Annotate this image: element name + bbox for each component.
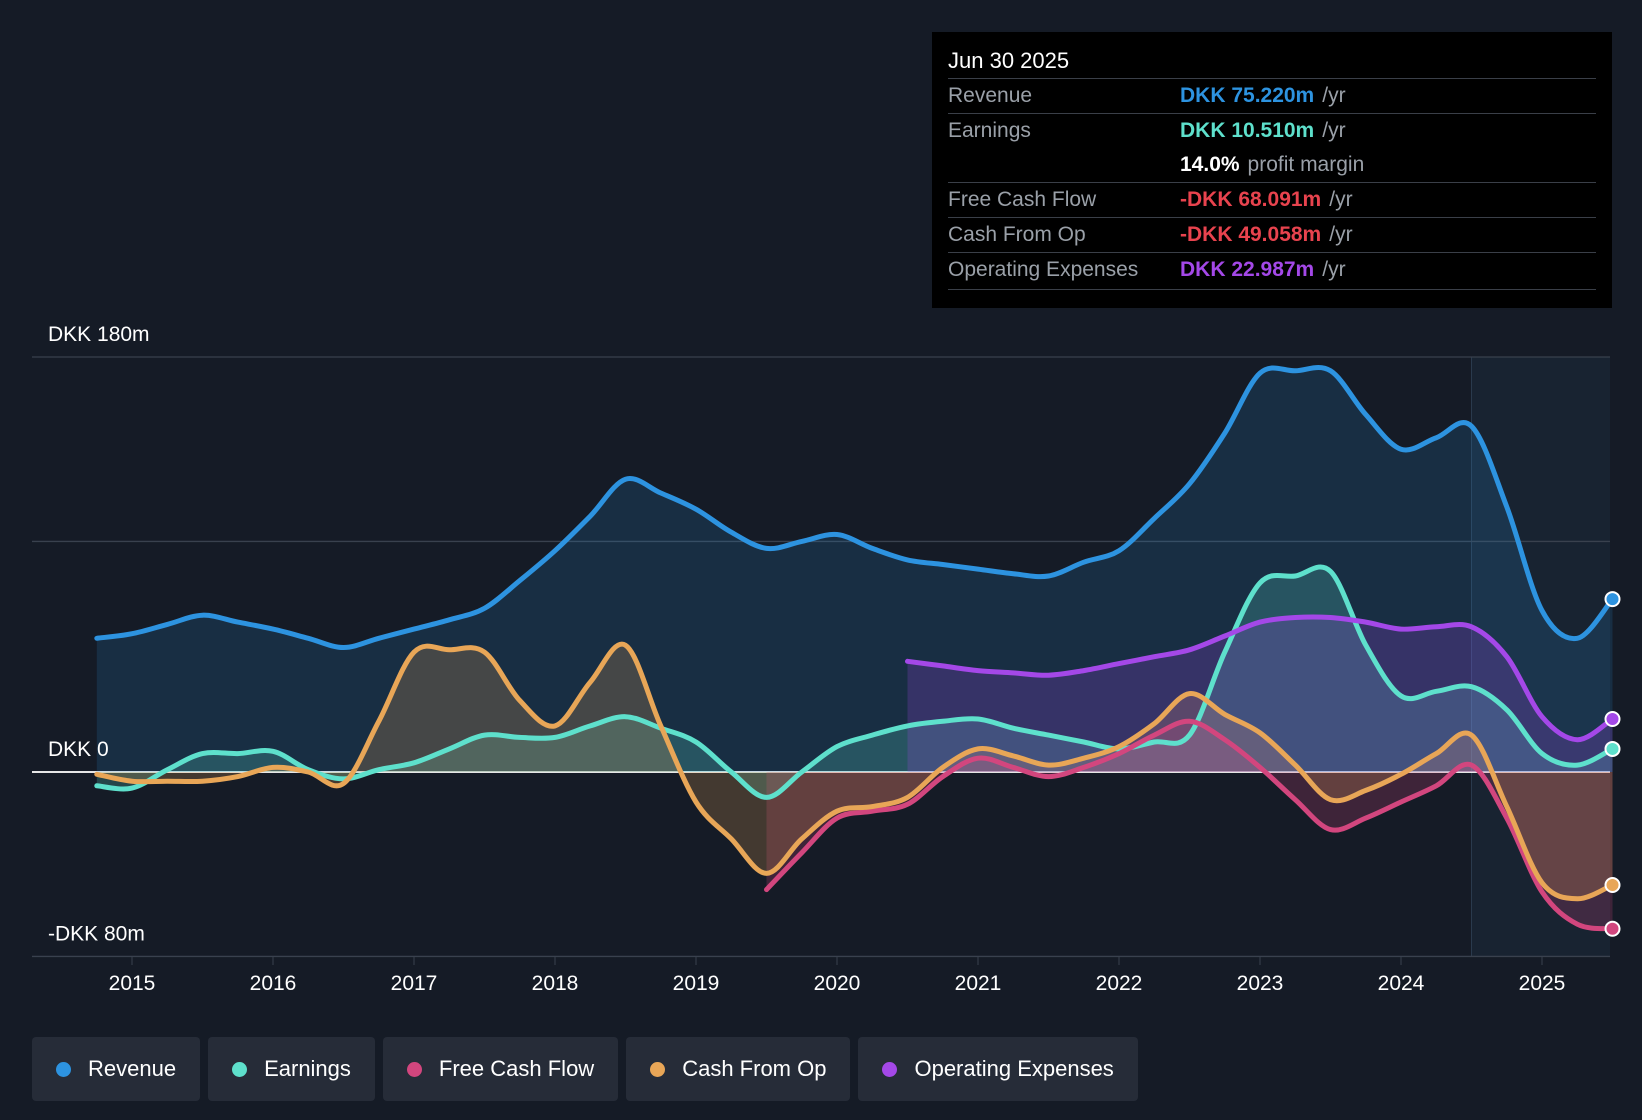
legend-dot-icon bbox=[882, 1061, 898, 1077]
legend-label: Revenue bbox=[88, 1056, 177, 1081]
tooltip-unit: /yr bbox=[1322, 258, 1346, 281]
tooltip-unit: /yr bbox=[1329, 188, 1353, 211]
tooltip-label: Revenue bbox=[948, 84, 1033, 107]
legend-item-revenue[interactable]: Revenue bbox=[32, 1037, 201, 1101]
tooltip-label: Earnings bbox=[948, 119, 1031, 142]
area-operating-expenses bbox=[907, 616, 1613, 772]
x-tick-label: 2015 bbox=[109, 972, 156, 995]
legend-dot-icon bbox=[650, 1061, 666, 1077]
area-cash-from-op bbox=[96, 644, 1613, 899]
tooltip-value: -DKK 49.058m bbox=[1180, 223, 1322, 246]
x-tick-label: 2020 bbox=[814, 972, 861, 995]
x-tick-label: 2021 bbox=[955, 972, 1002, 995]
tooltip-row-profit-margin: 14.0% profit margin bbox=[948, 148, 1596, 182]
tooltip-label: Free Cash Flow bbox=[948, 188, 1097, 211]
tooltip-unit: profit margin bbox=[1247, 153, 1365, 176]
tooltip-label: Cash From Op bbox=[948, 223, 1086, 246]
line-operating-expenses bbox=[905, 614, 1615, 743]
area-revenue bbox=[96, 367, 1613, 772]
tooltip-row-revenue: Revenue DKK 75.220m /yr bbox=[948, 78, 1596, 113]
y-label-zero: DKK 0 bbox=[48, 738, 109, 761]
legend-item-earnings[interactable]: Earnings bbox=[208, 1037, 375, 1101]
tooltip-unit: /yr bbox=[1322, 84, 1346, 107]
x-tick-label: 2016 bbox=[250, 972, 297, 995]
end-marker-cash-from-op bbox=[1604, 876, 1621, 893]
x-tick-label: 2018 bbox=[532, 972, 579, 995]
tooltip-divider bbox=[948, 289, 1596, 290]
tooltip-value: -DKK 68.091m bbox=[1180, 188, 1322, 211]
legend: Revenue Earnings Free Cash Flow Cash Fro… bbox=[32, 1037, 1138, 1101]
tooltip: Jun 30 2025 Revenue DKK 75.220m /yr Earn… bbox=[932, 32, 1612, 308]
tooltip-date: Jun 30 2025 bbox=[948, 48, 1070, 73]
end-marker-free-cash-flow bbox=[1604, 920, 1621, 937]
x-tick-label: 2017 bbox=[391, 972, 438, 995]
tooltip-row-cash-from-op: Cash From Op -DKK 49.058m /yr bbox=[948, 217, 1596, 252]
tooltip-row-operating-expenses: Operating Expenses DKK 22.987m /yr bbox=[948, 252, 1596, 287]
line-revenue bbox=[94, 364, 1615, 650]
tooltip-row-earnings: Earnings DKK 10.510m /yr bbox=[948, 113, 1596, 148]
chart-area: DKK 180m DKK 0 -DKK 80m 2015 2016 2017 2018 201… bbox=[32, 323, 1621, 995]
x-tick-label: 2024 bbox=[1378, 972, 1425, 995]
legend-dot-icon bbox=[406, 1061, 422, 1077]
legend-label: Operating Expenses bbox=[914, 1056, 1114, 1081]
y-label-bottom: -DKK 80m bbox=[48, 922, 145, 945]
tooltip-row-free-cash-flow: Free Cash Flow -DKK 68.091m /yr bbox=[948, 182, 1596, 217]
tooltip-value: DKK 10.510m bbox=[1180, 119, 1315, 142]
tooltip-value: DKK 22.987m bbox=[1180, 258, 1315, 281]
x-tick-label: 2023 bbox=[1237, 972, 1284, 995]
tooltip-value: DKK 75.220m bbox=[1180, 84, 1315, 107]
y-label-top: DKK 180m bbox=[48, 323, 150, 346]
x-tick-label: 2022 bbox=[1096, 972, 1143, 995]
tooltip-label: Operating Expenses bbox=[948, 258, 1139, 281]
x-tick-label: 2019 bbox=[673, 972, 720, 995]
legend-item-free-cash-flow[interactable]: Free Cash Flow bbox=[382, 1037, 619, 1101]
end-marker-revenue bbox=[1604, 591, 1621, 608]
tooltip-unit: /yr bbox=[1329, 223, 1353, 246]
legend-item-cash-from-op[interactable]: Cash From Op bbox=[626, 1037, 851, 1101]
legend-dot-icon bbox=[232, 1061, 248, 1077]
tooltip-value: 14.0% bbox=[1180, 153, 1240, 176]
legend-item-operating-expenses[interactable]: Operating Expenses bbox=[858, 1037, 1138, 1101]
legend-label: Earnings bbox=[264, 1056, 351, 1081]
line-cash-from-op bbox=[94, 641, 1615, 902]
line-free-cash-flow bbox=[764, 718, 1615, 932]
forecast-region bbox=[1471, 357, 1610, 957]
tooltip-unit: /yr bbox=[1322, 119, 1346, 142]
x-tick-label: 2025 bbox=[1519, 972, 1566, 995]
legend-dot-icon bbox=[56, 1061, 71, 1077]
legend-label: Free Cash Flow bbox=[438, 1056, 595, 1081]
legend-label: Cash From Op bbox=[682, 1056, 827, 1081]
end-marker-earnings bbox=[1604, 740, 1621, 757]
end-marker-operating-expenses bbox=[1604, 710, 1621, 727]
